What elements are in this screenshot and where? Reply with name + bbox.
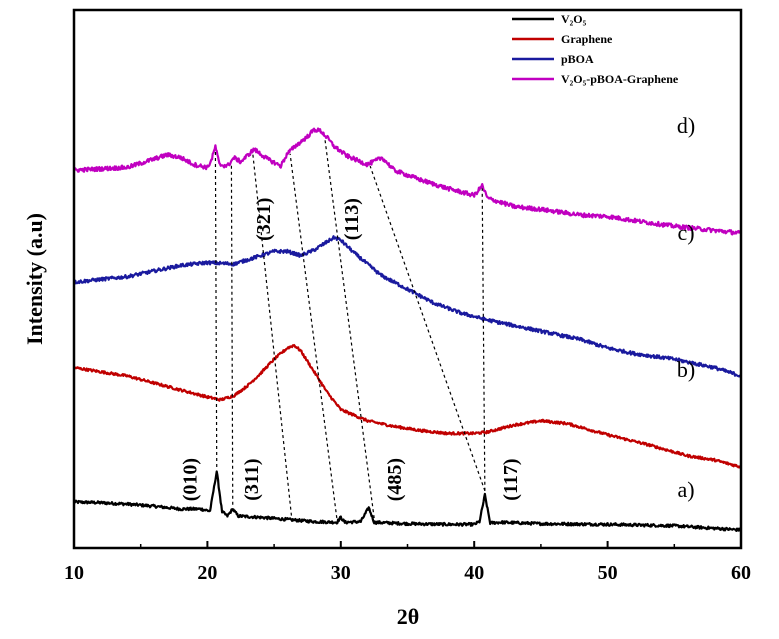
peak-labels: (010) (311) (485) (117) (321) (113): [180, 198, 522, 502]
curve-labels: d) c) b) a): [677, 113, 695, 502]
curve-label-composite: d): [677, 113, 695, 138]
peak-guide-line: [369, 165, 486, 491]
legend: V₂O₅ Graphene pBOA V₂O₅-pBOA-Graphene: [512, 12, 679, 86]
peak-label: (311): [241, 458, 263, 500]
curve-label-pboa: c): [677, 220, 694, 245]
series-line-v2o5: [73, 470, 742, 532]
curve-label-graphene: b): [677, 357, 695, 382]
x-axis: 10 20 30 40 50 60: [64, 541, 751, 584]
x-tick-label: 20: [197, 562, 217, 584]
plot-frame: [72, 8, 743, 550]
series-line-graphene: [73, 343, 742, 469]
peak-label: (321): [253, 198, 275, 241]
legend-label-pboa: pBOA: [561, 52, 594, 66]
peak-label: (485): [384, 458, 406, 501]
x-tick-label: 10: [64, 562, 84, 584]
peak-label: (010): [180, 458, 202, 501]
x-tick-label: 60: [731, 562, 751, 584]
series-line-pboa: [73, 235, 742, 378]
peak-label: (117): [500, 458, 522, 500]
peak-guide-line: [230, 163, 234, 505]
curve-label-v2o5: a): [677, 477, 694, 502]
peak-guide-line: [252, 153, 293, 516]
peak-guide-line: [289, 153, 338, 519]
x-tick-label: 50: [598, 562, 618, 584]
peak-guide-line: [214, 149, 218, 468]
peak-label: (113): [341, 198, 363, 240]
y-axis-title: Intensity (a.u): [22, 213, 47, 345]
plot-area: [73, 127, 743, 532]
legend-label-composite: V₂O₅-pBOA-Graphene: [561, 72, 679, 86]
peak-guide-line: [481, 188, 486, 491]
x-axis-title: 2θ: [397, 604, 419, 629]
legend-label-graphene: Graphene: [561, 32, 613, 46]
legend-label-v2o5: V₂O₅: [561, 12, 587, 26]
series-line-composite: [73, 127, 743, 236]
x-tick-label: 30: [331, 562, 351, 584]
x-tick-label: 40: [464, 562, 484, 584]
peak-guide-line: [324, 137, 375, 519]
